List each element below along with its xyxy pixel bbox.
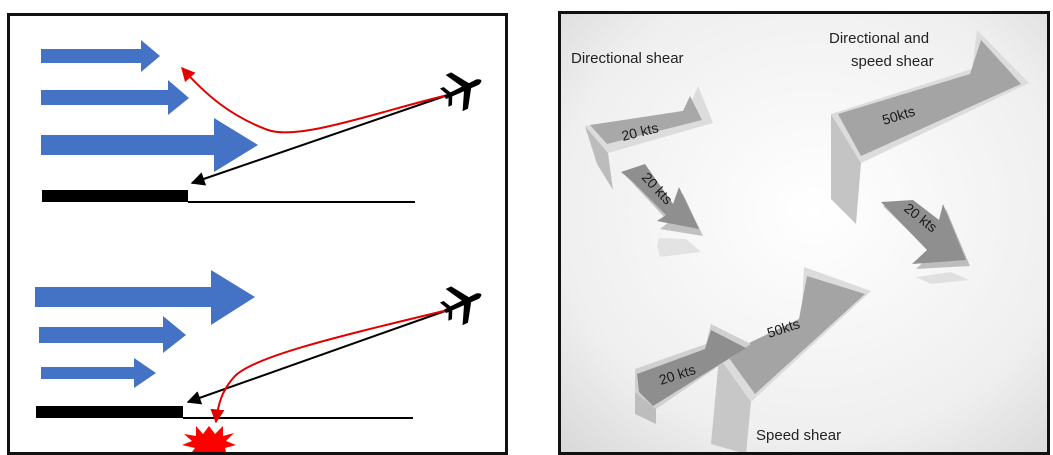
speed-shear-label: Speed shear [756,427,841,444]
wind-arrow-bottom-1 [35,270,255,325]
actual-path-top-overshoot [181,66,449,134]
speed-shear-upper-arrow [711,267,871,452]
directional-and-speed-shear-label-line1: Directional and [829,30,929,47]
speed-shear-lower-arrow [635,324,751,424]
directional-shear-label: Directional shear [571,50,684,67]
wind-shear-approach-diagram [7,13,508,455]
intended-path-bottom [186,309,449,405]
airplane-icon [439,286,482,326]
wind-arrow-top-3 [41,118,258,172]
directional-shear-upper-arrow [585,86,713,190]
crash-burst-icon [182,426,236,452]
approach-diagram-canvas [35,40,482,452]
directional-shear-lower-arrow [621,164,703,257]
intended-path-top [190,94,449,186]
airplane-icon [439,72,482,112]
actual-path-bottom-undershoot [210,309,449,424]
directional-and-speed-shear-upper-arrow [831,30,1029,224]
wind-shear-types-diagram: Directional shear Directional and speed … [558,11,1050,455]
shear-types-canvas: Directional shear Directional and speed … [561,14,1047,452]
wind-arrow-top-1 [41,40,160,72]
wind-arrow-top-2 [41,80,189,115]
directional-and-speed-shear-label-line2: speed shear [851,53,934,70]
wind-arrow-bottom-2 [39,316,186,353]
runway-top [42,190,188,202]
directional-and-speed-shear-lower-arrow [881,200,970,284]
wind-arrow-bottom-3 [41,358,156,388]
runway-bottom [36,406,183,418]
